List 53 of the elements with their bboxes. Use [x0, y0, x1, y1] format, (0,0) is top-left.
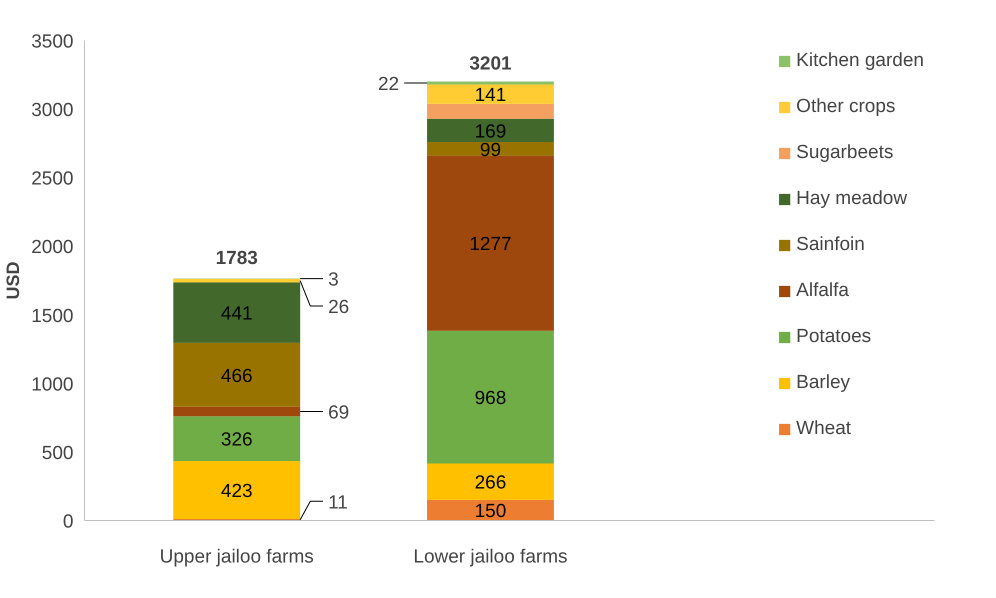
y-tick-label: 3500	[31, 32, 74, 52]
data-label: 1277	[469, 234, 512, 256]
bar	[173, 278, 300, 282]
legend-label: Sugarbeets	[796, 142, 894, 164]
data-label: 466	[220, 366, 253, 387]
legend-label: Alfalfa	[796, 280, 849, 302]
data-label: 11	[328, 492, 348, 514]
legend-label: Other crops	[796, 96, 896, 118]
bar	[427, 500, 554, 520]
data-label: 968	[474, 388, 506, 410]
bar	[427, 463, 554, 500]
y-axis-title: USD	[3, 261, 24, 300]
x-tick-label: Lower jailoo farms	[413, 546, 568, 568]
bar	[427, 142, 554, 156]
annotation: 3201	[469, 53, 512, 74]
data-label: 141	[474, 85, 506, 106]
bar	[173, 460, 300, 519]
y-tick-label: 1500	[31, 306, 74, 327]
bar	[427, 82, 554, 85]
legend-label: Hay meadow	[796, 188, 908, 210]
data-label: 423	[220, 480, 253, 502]
data-label: 169	[474, 121, 506, 142]
bar	[427, 104, 554, 119]
y-tick-label: 2500	[31, 168, 74, 190]
bar	[173, 406, 300, 416]
data-label: 266	[474, 472, 506, 494]
y-tick-label: 3000	[31, 100, 74, 122]
data-label: 150	[474, 501, 506, 522]
legend-label: Potatoes	[796, 326, 872, 348]
bar	[173, 416, 300, 461]
bar	[427, 330, 554, 464]
y-tick-label: 500	[42, 442, 74, 464]
bar	[427, 84, 554, 104]
bar	[173, 342, 300, 407]
data-label: 3	[328, 270, 339, 291]
legend-label: Wheat	[796, 418, 852, 440]
data-label: 326	[220, 430, 253, 451]
data-label: 69	[328, 402, 350, 424]
bar	[427, 118, 554, 142]
x-tick-label: Upper jailoo farms	[160, 546, 314, 568]
data-label: 26	[328, 297, 350, 318]
y-tick-label: 2000	[31, 237, 74, 258]
data-label: 22	[378, 74, 400, 96]
y-tick-label: 0	[62, 512, 74, 532]
data-label: 99	[480, 140, 502, 161]
legend-label: Kitchen garden	[796, 50, 924, 72]
data-label: 441	[220, 304, 253, 325]
annotation: 1783	[216, 248, 258, 269]
legend-label: Barley	[796, 372, 850, 394]
bar	[427, 156, 554, 331]
legend-label: Sainfoin	[796, 234, 865, 256]
y-tick-label: 1000	[31, 374, 74, 396]
bar	[173, 282, 300, 343]
